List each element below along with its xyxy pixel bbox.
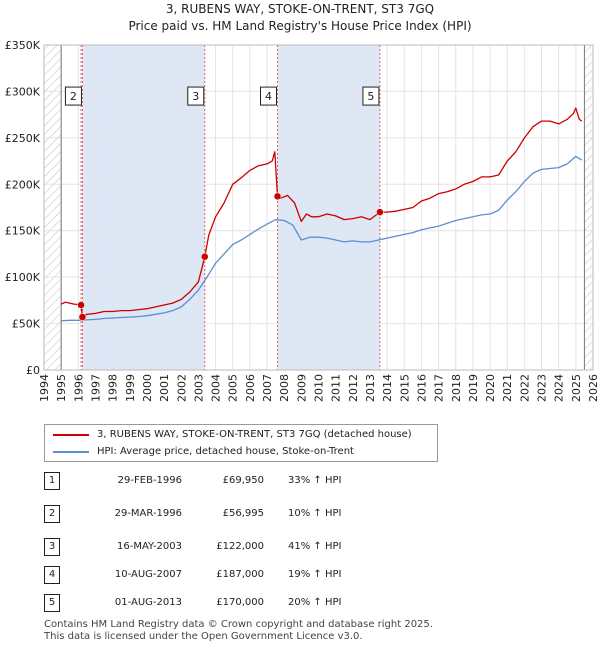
sale-date: 29-FEB-1996: [117, 475, 182, 486]
x-tick-label: 2025: [570, 374, 583, 402]
footer-licence: This data is licensed under the Open Gov…: [44, 631, 363, 642]
y-tick-label: £250K: [5, 132, 41, 145]
sale-hpi-change: 41% ↑ HPI: [288, 541, 342, 552]
x-tick-label: 2018: [450, 374, 463, 402]
x-tick-label: 1997: [89, 374, 102, 402]
x-tick-label: 2021: [501, 374, 514, 402]
series-line-property: [60, 107, 583, 318]
sale-label-box: [187, 86, 205, 106]
sale-hpi-change: 10% ↑ HPI: [288, 508, 342, 519]
sale-date: 01-AUG-2013: [114, 597, 182, 608]
x-tick-label: 2007: [261, 374, 274, 402]
sale-number-badge: 3: [44, 538, 60, 556]
x-tick-label: 2022: [518, 374, 531, 402]
table-row: 4 10-AUG-2007 £187,000 19% ↑ HPI: [44, 566, 444, 584]
x-tick-label: 1994: [38, 374, 51, 402]
x-tick-label: 2006: [244, 374, 257, 402]
sale-hpi-change: 33% ↑ HPI: [288, 475, 342, 486]
sale-date: 29-MAR-1996: [114, 508, 182, 519]
x-tick-label: 2001: [158, 374, 171, 402]
sale-label: 4: [265, 90, 272, 103]
sale-label: 5: [367, 90, 374, 103]
sale-number-badge: 2: [44, 505, 60, 523]
y-tick-label: £150K: [5, 225, 41, 238]
table-row: 5 01-AUG-2013 £170,000 20% ↑ HPI: [44, 594, 444, 612]
sale-hpi-change: 19% ↑ HPI: [288, 569, 342, 580]
sale-label-box: [64, 86, 82, 106]
series-line-hpi: [61, 155, 583, 322]
legend-label-property: 3, RUBENS WAY, STOKE-ON-TRENT, ST3 7GQ (…: [97, 429, 412, 440]
sale-number-badge: 1: [44, 472, 60, 490]
no-data-region-end: [584, 45, 593, 370]
table-row: 2 29-MAR-1996 £56,995 10% ↑ HPI: [44, 505, 444, 523]
sale-label-box: [362, 86, 380, 106]
x-tick-label: 2000: [141, 374, 154, 402]
legend-swatch-property: [53, 434, 89, 436]
x-tick-label: 2013: [364, 374, 377, 402]
x-tick-label: 2012: [347, 374, 360, 402]
shaded-period: [82, 45, 205, 370]
x-tick-label: 2004: [210, 374, 223, 402]
sale-date: 16-MAY-2003: [116, 541, 182, 552]
sale-date: 10-AUG-2007: [114, 569, 182, 580]
chart-title: 3, RUBENS WAY, STOKE-ON-TRENT, ST3 7GQ: [166, 2, 434, 16]
table-row: 1 29-FEB-1996 £69,950 33% ↑ HPI: [44, 472, 444, 490]
x-tick-label: 1996: [72, 374, 85, 402]
x-tick-label: 2024: [553, 374, 566, 402]
footer-attribution: Contains HM Land Registry data © Crown c…: [44, 619, 433, 643]
x-tick-label: 2014: [381, 374, 394, 402]
x-tick-label: 2020: [484, 374, 497, 402]
y-tick-label: £0: [26, 364, 40, 377]
sale-point: [77, 301, 85, 309]
x-tick-label: 2016: [415, 374, 428, 402]
footer-copyright: Contains HM Land Registry data © Crown c…: [44, 619, 433, 630]
x-tick-label: 2005: [227, 374, 240, 402]
x-tick-label: 1995: [55, 374, 68, 402]
legend-label-hpi: HPI: Average price, detached house, Stok…: [97, 446, 354, 457]
sale-point: [78, 313, 87, 321]
x-tick-label: 2008: [278, 374, 291, 402]
plot-area: £0 £50K £100K £150K £200K £250K £300K £350K 1994…: [5, 39, 600, 402]
x-tick-label: 2010: [313, 374, 326, 402]
sale-point: [201, 252, 209, 261]
sale-number-badge: 5: [44, 594, 60, 612]
sale-price: £56,995: [222, 508, 264, 519]
y-tick-label: £300K: [5, 85, 41, 98]
legend-swatch-hpi: [53, 451, 89, 453]
x-tick-label: 1998: [107, 374, 120, 402]
sale-price: £69,950: [222, 475, 264, 486]
chart-legend: 3, RUBENS WAY, STOKE-ON-TRENT, ST3 7GQ (…: [44, 424, 438, 462]
x-tick-label: 2017: [433, 374, 446, 402]
sale-number-badge: 4: [44, 566, 60, 584]
sale-point: [273, 192, 282, 201]
x-tick-label: 2003: [192, 374, 205, 402]
y-tick-label: £100K: [5, 271, 41, 284]
table-row: 3 16-MAY-2003 £122,000 41% ↑ HPI: [44, 538, 444, 556]
y-tick-label: £350K: [5, 39, 41, 52]
x-tick-label: 2002: [175, 374, 188, 402]
price-chart: 3, RUBENS WAY, STOKE-ON-TRENT, ST3 7GQ P…: [5, 2, 600, 402]
x-tick-label: 1999: [124, 374, 137, 402]
x-tick-label: 2026: [587, 374, 600, 402]
sale-hpi-change: 20% ↑ HPI: [288, 597, 342, 608]
sale-label: 2: [70, 90, 77, 103]
chart-subtitle: Price paid vs. HM Land Registry's House …: [128, 19, 471, 33]
sale-price: £122,000: [216, 541, 264, 552]
sale-label: 3: [192, 90, 199, 103]
x-tick-label: 2011: [330, 374, 343, 402]
no-data-region-start: [44, 45, 62, 370]
plot-frame: [43, 44, 594, 371]
y-tick-label: £50K: [12, 318, 41, 331]
x-tick-label: 2019: [467, 374, 480, 402]
x-tick-label: 2023: [536, 374, 549, 402]
sale-point: [376, 208, 384, 216]
x-tick-label: 2015: [398, 374, 411, 402]
x-tick-label: 2009: [295, 374, 308, 402]
sale-price: £170,000: [216, 597, 264, 608]
y-tick-label: £200K: [5, 178, 41, 191]
sale-label-box: [259, 86, 277, 106]
sale-price: £187,000: [216, 569, 264, 580]
